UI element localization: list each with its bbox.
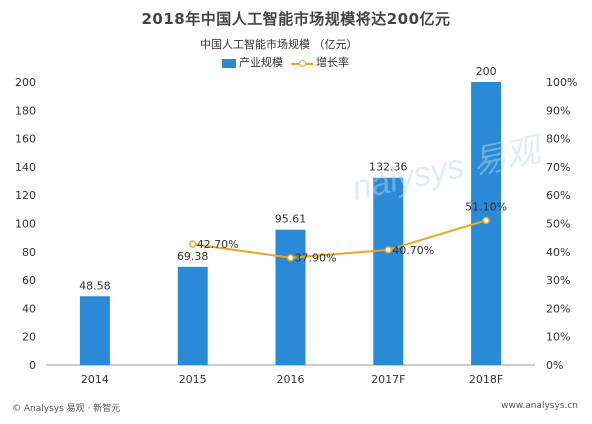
y-left-tick-label: 20: [22, 331, 36, 344]
bar: [79, 296, 110, 365]
chart-title: 2018年中国人工智能市场规模将达200亿元: [141, 10, 451, 28]
y-right-tick-label: 10%: [546, 331, 570, 344]
legend-item-bar: 产业规模: [222, 54, 283, 70]
bar-value-label: 200: [476, 65, 497, 78]
y-right-tick-label: 80%: [546, 133, 570, 146]
legend-line-swatch: [291, 59, 313, 68]
legend-bar-swatch: [222, 58, 236, 68]
growth-point: [482, 216, 490, 225]
legend-line-label: 增长率: [316, 56, 349, 69]
y-left-tick-label: 40: [22, 302, 36, 315]
y-left-tick-label: 180: [15, 104, 36, 117]
bar: [177, 266, 208, 365]
y-left-tick-label: 100: [15, 218, 36, 231]
y-right-tick-label: 90%: [546, 104, 570, 117]
growth-value-label: 37.90%: [295, 252, 337, 265]
y-right-tick-label: 40%: [546, 246, 570, 259]
x-tick-label: 2015: [179, 373, 207, 386]
legend-item-line: 增长率: [291, 54, 349, 70]
chart-subtitle: 中国人工智能市场规模 （亿元）: [200, 38, 358, 51]
y-right-tick-label: 100%: [546, 76, 577, 89]
y-right-tick-label: 70%: [546, 161, 570, 174]
footer-source: © Analysys 易观 · 新智元: [12, 404, 121, 414]
line-series: 42.70% 37.90% 40.70% 51.10%: [188, 200, 507, 265]
x-tick-label: 2016: [277, 373, 305, 386]
chart-axes: 0 20 40 60 80 100 120 140 160 180 200 0% 10% 20% 30% 40…: [15, 76, 577, 386]
bar: [373, 177, 404, 365]
y-left-tick-label: 200: [15, 76, 36, 89]
bar: [275, 229, 306, 365]
x-tick-label: 2017F: [371, 373, 405, 386]
bar-value-label: 95.61: [275, 213, 307, 226]
growth-point: [188, 240, 197, 248]
y-right-tick-label: 20%: [546, 302, 570, 315]
growth-value-label: 51.10%: [465, 200, 507, 213]
growth-value-label: 42.70%: [197, 238, 239, 251]
x-tick-label: 2014: [81, 373, 109, 386]
y-right-tick-label: 0%: [546, 359, 563, 372]
y-left-tick-label: 120: [15, 189, 36, 202]
y-left-tick-label: 160: [15, 133, 36, 146]
growth-point: [384, 246, 393, 254]
y-right-tick-label: 30%: [546, 274, 570, 287]
y-left-tick-label: 0: [29, 359, 36, 372]
bar-value-label: 48.58: [79, 279, 111, 292]
footer-url: www.analysys.cn: [501, 401, 578, 411]
y-left-tick-label: 140: [15, 161, 36, 174]
y-right-tick-label: 50%: [546, 218, 570, 231]
y-right-tick-label: 60%: [546, 189, 570, 202]
bar-value-label: 69.38: [177, 250, 209, 263]
bar-value-label: 132.36: [369, 161, 408, 174]
bar-series: 48.58 69.38 95.61 132.36 200: [79, 65, 502, 365]
watermark: nalysys 易观: [349, 130, 547, 208]
growth-point: [286, 253, 295, 262]
x-tick-label: 2018F: [469, 373, 503, 386]
y-left-tick-label: 60: [22, 274, 36, 287]
growth-value-label: 40.70%: [392, 244, 434, 257]
y-left-tick-label: 80: [22, 246, 36, 259]
growth-line: [192, 219, 487, 259]
chart-legend: 产业规模 增长率: [222, 54, 349, 70]
legend-bar-label: 产业规模: [239, 56, 283, 69]
